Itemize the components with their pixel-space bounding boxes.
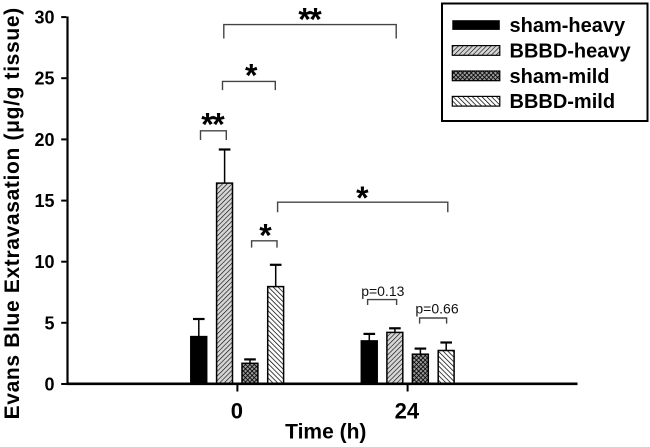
svg-text:*: * — [245, 57, 258, 93]
svg-text:Evans Blue Extravasation (μg/g: Evans Blue Extravasation (μg/g tissue) — [1, 7, 24, 419]
svg-text:Time (h): Time (h) — [285, 421, 366, 444]
svg-text:sham-heavy: sham-heavy — [510, 15, 626, 37]
svg-text:0: 0 — [231, 399, 243, 424]
svg-text:5: 5 — [44, 313, 54, 333]
svg-text:20: 20 — [34, 130, 54, 150]
svg-text:p=0.13: p=0.13 — [361, 283, 404, 299]
svg-text:**: ** — [298, 1, 322, 37]
svg-text:0: 0 — [44, 375, 54, 395]
svg-text:sham-mild: sham-mild — [510, 66, 610, 88]
svg-text:BBBD-mild: BBBD-mild — [510, 91, 616, 113]
svg-text:p=0.66: p=0.66 — [415, 300, 458, 316]
svg-text:*: * — [259, 217, 272, 253]
svg-text:10: 10 — [34, 252, 54, 272]
svg-text:**: ** — [201, 107, 225, 143]
svg-text:24: 24 — [395, 399, 420, 424]
svg-text:BBBD-heavy: BBBD-heavy — [510, 40, 632, 62]
svg-text:15: 15 — [34, 191, 54, 211]
svg-text:25: 25 — [34, 69, 54, 89]
svg-text:30: 30 — [34, 8, 54, 28]
svg-text:*: * — [356, 180, 369, 216]
